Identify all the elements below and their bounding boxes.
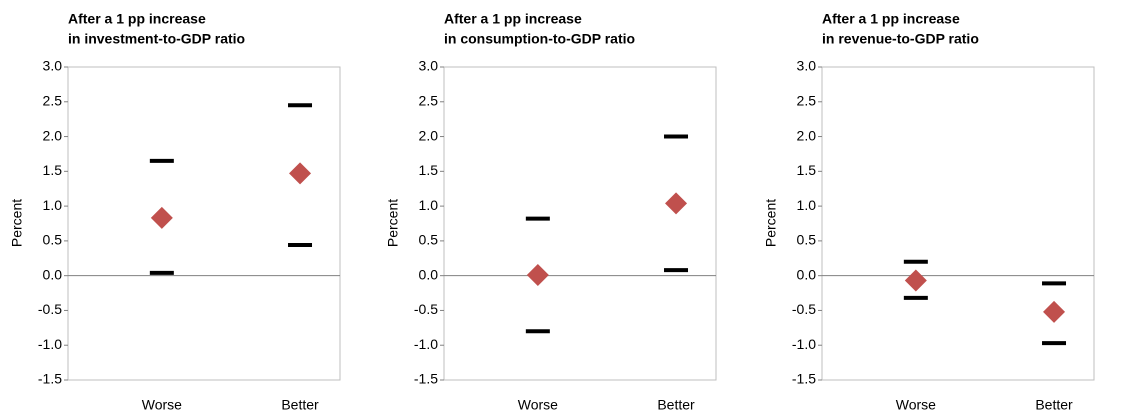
- point-estimate: [665, 192, 688, 215]
- x-tick-label: Worse: [142, 397, 182, 413]
- y-tick-label: 1.0: [419, 197, 439, 213]
- y-tick-label: 2.5: [797, 92, 817, 108]
- chart-title: in investment-to-GDP ratio: [68, 31, 245, 47]
- y-tick-label: -1.5: [38, 371, 62, 387]
- y-tick-label: 0.0: [797, 266, 817, 282]
- point-estimate: [904, 269, 927, 292]
- chart-title: After a 1 pp increase: [68, 11, 206, 27]
- y-tick-label: 1.5: [43, 162, 63, 178]
- y-tick-label: 2.0: [43, 127, 63, 143]
- y-tick-label: 1.5: [419, 162, 439, 178]
- y-tick-label: 2.0: [419, 127, 439, 143]
- x-tick-label: Better: [281, 397, 319, 413]
- y-tick-label: 0.0: [419, 266, 439, 282]
- point-estimate: [1043, 300, 1066, 323]
- chart-title: After a 1 pp increase: [444, 11, 582, 27]
- y-axis-label: Percent: [9, 199, 25, 247]
- y-tick-label: 0.5: [419, 232, 439, 248]
- y-tick-label: 1.5: [797, 162, 817, 178]
- y-tick-label: 3.0: [797, 58, 817, 74]
- y-axis-label: Percent: [385, 199, 401, 247]
- y-tick-label: 3.0: [419, 58, 439, 74]
- y-tick-label: -1.5: [414, 371, 438, 387]
- x-tick-label: Better: [657, 397, 695, 413]
- y-tick-label: -1.0: [414, 336, 438, 352]
- y-tick-label: -0.5: [414, 301, 438, 317]
- y-tick-label: -1.0: [792, 336, 816, 352]
- plot-frame: [821, 66, 1095, 381]
- x-tick-label: Better: [1035, 397, 1073, 413]
- point-estimate: [150, 206, 173, 229]
- y-tick-label: -0.5: [38, 301, 62, 317]
- y-tick-label: 1.0: [43, 197, 63, 213]
- y-tick-label: 2.5: [43, 92, 63, 108]
- x-tick-label: Worse: [518, 397, 558, 413]
- y-axis-label: Percent: [763, 199, 779, 247]
- y-tick-label: -1.0: [38, 336, 62, 352]
- y-tick-label: -0.5: [792, 301, 816, 317]
- y-tick-label: 1.0: [797, 197, 817, 213]
- chart-title: in consumption-to-GDP ratio: [444, 31, 635, 47]
- y-tick-label: 0.5: [43, 232, 63, 248]
- y-tick-label: 2.5: [419, 92, 439, 108]
- x-tick-label: Worse: [896, 397, 936, 413]
- y-tick-label: -1.5: [792, 371, 816, 387]
- chart-title: in revenue-to-GDP ratio: [822, 31, 979, 47]
- point-estimate: [289, 162, 312, 185]
- y-tick-label: 3.0: [43, 58, 63, 74]
- plot-frame: [67, 66, 341, 381]
- point-estimate: [526, 263, 549, 286]
- y-tick-label: 0.0: [43, 266, 63, 282]
- y-tick-label: 2.0: [797, 127, 817, 143]
- plot-frame: [443, 66, 717, 381]
- y-tick-label: 0.5: [797, 232, 817, 248]
- chart-title: After a 1 pp increase: [822, 11, 960, 27]
